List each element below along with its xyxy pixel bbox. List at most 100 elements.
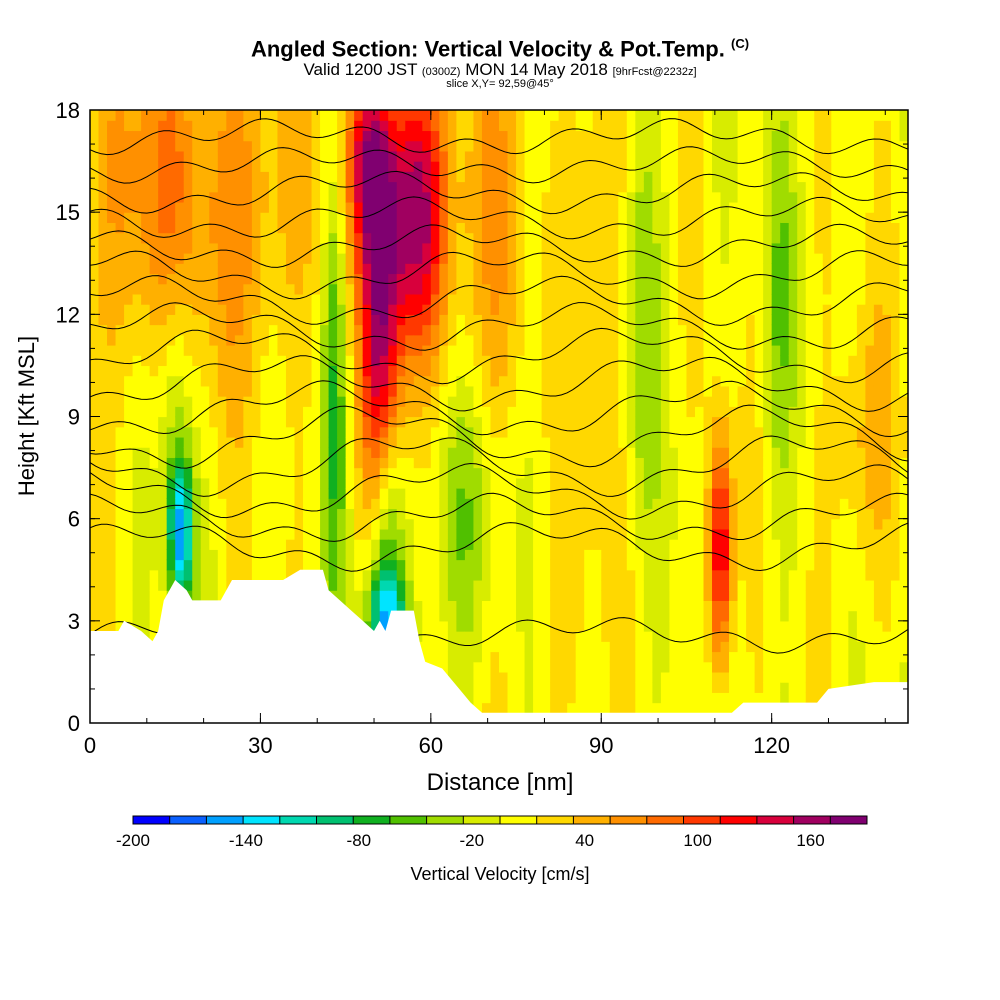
field-cell [200, 375, 210, 387]
field-cell [533, 508, 543, 520]
field-cell [243, 283, 253, 295]
field-cell [337, 355, 347, 367]
field-cell [643, 324, 653, 336]
field-cell [98, 436, 108, 448]
field-cell [430, 600, 440, 612]
field-cell [362, 528, 372, 540]
field-cell [720, 130, 730, 142]
field-cell [175, 212, 185, 223]
field-cell [98, 242, 108, 254]
field-cell [388, 457, 398, 469]
field-cell [141, 314, 151, 326]
field-cell [481, 324, 492, 336]
field-cell [737, 314, 747, 326]
field-cell [729, 171, 739, 183]
field-cell [132, 508, 142, 520]
field-cell [788, 671, 798, 683]
field-cell [729, 140, 739, 152]
field-cell [584, 273, 594, 285]
field-cell [413, 518, 423, 530]
field-cell [686, 324, 696, 336]
field-cell [328, 467, 338, 479]
field-cell [354, 222, 364, 234]
field-cell [166, 518, 176, 530]
field-cell [643, 212, 653, 223]
field-cell [550, 488, 560, 499]
field-cell [694, 334, 705, 346]
field-cell [107, 120, 117, 132]
field-cell [669, 181, 679, 193]
field-cell [209, 201, 219, 213]
field-cell [507, 528, 517, 540]
field-cell [405, 344, 415, 356]
field-cell [405, 273, 415, 285]
field-cell [141, 232, 151, 244]
field-cell [183, 498, 193, 510]
field-cell [413, 171, 423, 183]
field-cell [371, 498, 381, 510]
field-cell [277, 528, 287, 540]
field-cell [601, 579, 611, 591]
field-cell [447, 334, 457, 346]
field-cell [294, 263, 304, 275]
field-cell [294, 447, 304, 458]
field-cell [371, 263, 381, 275]
field-cell [175, 498, 185, 510]
field-cell [481, 436, 492, 448]
field-cell [200, 385, 210, 397]
field-cell [115, 334, 125, 346]
field-cell [686, 232, 696, 244]
field-cell [115, 293, 125, 305]
field-cell [516, 498, 526, 510]
field-cell [260, 181, 270, 193]
field-cell [166, 283, 176, 295]
field-cell [660, 610, 671, 622]
field-cell [303, 344, 313, 356]
field-cell [626, 590, 636, 601]
field-cell [618, 324, 628, 336]
field-cell [243, 355, 253, 367]
field-cell [345, 488, 355, 499]
field-cell [456, 365, 466, 377]
field-cell [90, 365, 100, 377]
field-cell [158, 222, 168, 234]
field-cell [763, 447, 773, 458]
field-cell [737, 692, 747, 704]
field-cell [388, 406, 398, 418]
field-cell [456, 528, 466, 540]
field-cell [90, 528, 100, 540]
field-cell [226, 150, 236, 162]
field-cell [362, 488, 372, 499]
field-cell [533, 559, 543, 571]
field-cell [729, 253, 739, 264]
field-cell [345, 528, 355, 540]
field-cell [98, 579, 108, 591]
field-cell [703, 181, 713, 193]
field-cell [362, 232, 372, 244]
field-cell [499, 416, 509, 428]
field-cell [209, 130, 219, 142]
field-cell [226, 498, 236, 510]
field-cell [533, 120, 543, 132]
field-cell [183, 426, 193, 438]
field-cell [686, 661, 696, 673]
field-cell [90, 150, 100, 162]
field-cell [533, 396, 543, 407]
field-cell [763, 641, 773, 653]
field-cell [260, 477, 270, 489]
field-cell [175, 375, 185, 387]
field-cell [303, 528, 313, 540]
field-cell [558, 549, 568, 561]
field-cell [703, 283, 713, 295]
field-cell [626, 651, 636, 663]
field-cell [481, 508, 492, 520]
field-cell [609, 120, 619, 132]
field-cell [141, 457, 151, 469]
field-cell [473, 263, 483, 275]
field-cell [507, 692, 517, 704]
field-cell [533, 365, 543, 377]
field-cell [524, 559, 534, 571]
field-cell [107, 263, 117, 275]
field-cell [149, 140, 159, 152]
field-cell [499, 539, 509, 550]
